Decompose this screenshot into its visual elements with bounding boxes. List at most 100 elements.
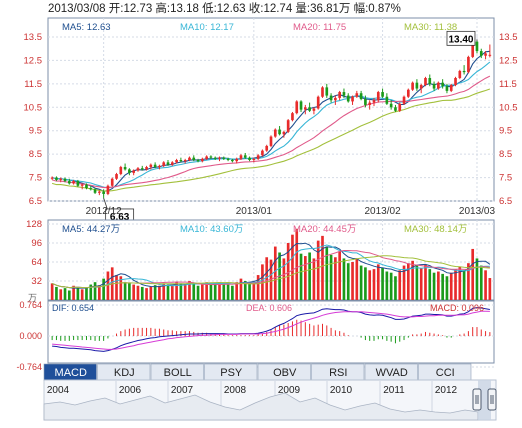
tab-macd[interactable]: MACD <box>43 363 97 381</box>
candle-up <box>106 185 110 194</box>
tab-cci[interactable]: CCI <box>418 363 472 381</box>
volume-legend: MA5: 44.27万 MA10: 43.60万 MA20: 44.45万 MA30:… <box>62 224 467 235</box>
macd-histogram <box>51 319 491 344</box>
candle-down <box>209 156 213 158</box>
candle-up <box>419 85 423 89</box>
price-moving-averages <box>51 50 491 192</box>
volume-bar <box>462 270 466 300</box>
candle-up <box>316 96 320 109</box>
volume-bar <box>269 259 273 300</box>
price-panel: 13.40 6.63 13.5 12.5 11.5 10.5 9.5 8.5 7.5 6.5 1… <box>24 17 518 224</box>
candle-down <box>346 95 350 102</box>
candle-up <box>411 82 414 90</box>
candle-down <box>394 107 397 111</box>
candle-down <box>381 92 384 97</box>
timeline-year-label: 2004 <box>47 385 70 396</box>
volume-ma10-line <box>51 244 490 289</box>
candle-up <box>368 102 372 105</box>
volume-bar <box>454 269 457 300</box>
candle-up <box>484 53 487 56</box>
tab-label: PSY <box>220 367 243 379</box>
volume-bar <box>411 260 414 300</box>
volume-bar <box>437 271 440 300</box>
price-ma5-line <box>51 50 490 192</box>
price-ma10-line <box>51 61 491 189</box>
candle-up <box>295 101 299 114</box>
tab-boll[interactable]: BOLL <box>150 363 204 381</box>
price-legend-item: MA20: 11.75 <box>293 22 346 33</box>
volume-bar <box>248 283 251 300</box>
candle-down <box>359 93 363 100</box>
candle-down <box>248 157 251 160</box>
volume-bar <box>471 248 475 300</box>
volume-panel: 128 96 64 32 MA5: 44.27万 MA10: 43.60万 MA20: 4… <box>26 219 495 303</box>
candle-down <box>445 86 449 91</box>
volume-bar <box>136 285 140 300</box>
timeline-right-handle[interactable] <box>487 388 497 411</box>
volume-bar <box>209 283 213 300</box>
tab-label: BOLL <box>164 367 192 379</box>
candle-up <box>136 168 140 171</box>
volume-bar <box>145 288 148 300</box>
price-y-tick-right: 12.5 <box>499 55 518 66</box>
volume-bar <box>196 285 200 300</box>
candle-down <box>128 169 131 173</box>
tab-wvad[interactable]: WVAD <box>364 363 418 381</box>
volume-bar <box>432 272 436 300</box>
volume-y-tick: 32 <box>31 276 42 287</box>
candle-down <box>389 103 393 108</box>
candle-up <box>201 158 204 162</box>
candle-down <box>329 95 333 101</box>
price-y-axis-right: 13.5 12.5 11.5 10.5 9.5 8.5 7.5 6.5 <box>499 32 518 207</box>
annotation-low-label: 6.63 <box>110 212 130 223</box>
tab-obv[interactable]: OBV <box>257 363 311 381</box>
volume-bar <box>479 265 483 300</box>
annotation-box <box>446 30 476 46</box>
candle-down <box>243 155 247 158</box>
candle-up <box>372 100 376 103</box>
tab-label: RSI <box>329 367 347 379</box>
volume-bar <box>428 269 432 300</box>
candle-up <box>488 54 492 56</box>
volume-bar <box>342 258 346 300</box>
candle-down <box>123 167 127 170</box>
volume-bar <box>153 285 157 300</box>
timeline-left-handle[interactable] <box>472 388 482 411</box>
price-y-tick-right: 8.5 <box>499 149 512 160</box>
price-gridlines <box>48 18 494 202</box>
tab-label: MACD <box>55 367 87 379</box>
price-x-tick: 2013/02 <box>364 206 401 217</box>
candle-up <box>471 41 475 57</box>
candle-down <box>140 168 144 170</box>
volume-bar <box>398 270 402 300</box>
price-y-tick-right: 7.5 <box>499 173 512 184</box>
candle-down <box>67 181 71 184</box>
volume-bar <box>364 267 367 300</box>
candle-down <box>432 83 436 89</box>
volume-bar <box>441 273 444 300</box>
volume-bar <box>355 258 359 300</box>
candle-down <box>479 51 483 56</box>
candle-down <box>475 41 479 52</box>
macd-dea-legend: DEA: 0.606 <box>246 303 292 313</box>
volume-bar <box>424 264 427 300</box>
volume-bar <box>321 235 324 300</box>
volume-bar <box>368 270 372 300</box>
volume-bar <box>346 263 350 300</box>
tab-psy[interactable]: PSY <box>204 363 258 381</box>
volume-bar <box>467 263 470 300</box>
volume-bar <box>123 282 127 300</box>
candle-up <box>351 96 354 102</box>
price-legend-item: MA10: 12.17 <box>180 22 234 33</box>
volume-bar <box>385 271 389 300</box>
candle-up <box>119 167 123 175</box>
candle-up <box>286 120 290 132</box>
volume-bar <box>458 266 462 300</box>
tab-kdj[interactable]: KDJ <box>97 363 151 381</box>
candle-down <box>63 178 67 182</box>
tab-rsi[interactable]: RSI <box>311 363 365 381</box>
volume-moving-averages <box>51 242 491 289</box>
candle-up <box>115 174 118 179</box>
indicator-tabs: MACD KDJ BOLL PSY OBV RSI WVAD CCI <box>43 363 472 381</box>
